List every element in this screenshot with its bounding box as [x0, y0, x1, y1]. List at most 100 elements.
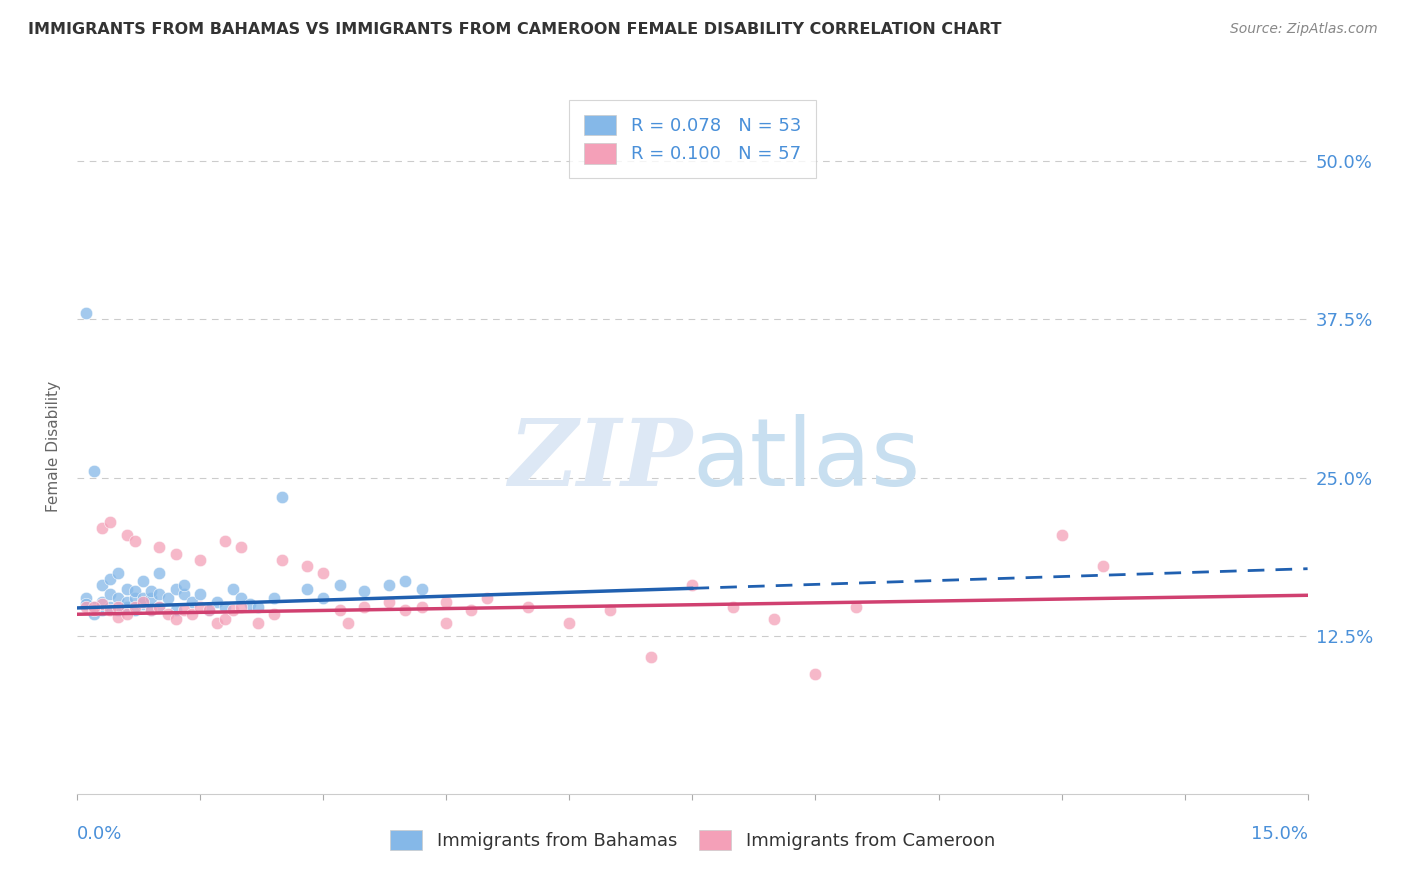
Point — [132, 594, 155, 608]
Point — [75, 591, 97, 605]
Point — [165, 603, 187, 617]
Point — [98, 572, 121, 586]
Point — [173, 587, 195, 601]
Point — [197, 603, 219, 617]
Point — [98, 599, 121, 614]
Point — [263, 591, 285, 605]
Point — [132, 597, 155, 611]
Point — [107, 603, 129, 617]
Point — [75, 597, 97, 611]
Point — [148, 587, 170, 601]
Point — [411, 599, 433, 614]
Point — [124, 584, 146, 599]
Point — [312, 566, 335, 580]
Point — [295, 559, 318, 574]
Point — [141, 603, 163, 617]
Point — [197, 603, 219, 617]
Point — [148, 540, 170, 554]
Point — [411, 582, 433, 596]
Point — [222, 603, 245, 617]
Point — [804, 666, 827, 681]
Point — [90, 597, 114, 611]
Text: ZIP: ZIP — [508, 415, 693, 505]
Point — [271, 553, 294, 567]
Point — [115, 599, 138, 614]
Point — [115, 582, 138, 596]
Point — [460, 603, 482, 617]
Point — [107, 591, 129, 605]
Point — [132, 591, 155, 605]
Point — [90, 603, 114, 617]
Point — [90, 578, 114, 592]
Point — [205, 616, 228, 631]
Point — [83, 599, 105, 614]
Point — [75, 599, 97, 614]
Point — [477, 591, 499, 605]
Point — [132, 574, 155, 589]
Text: Source: ZipAtlas.com: Source: ZipAtlas.com — [1230, 22, 1378, 37]
Point — [173, 578, 195, 592]
Point — [188, 599, 212, 614]
Point — [107, 566, 129, 580]
Point — [723, 599, 745, 614]
Point — [173, 603, 195, 617]
Point — [312, 591, 335, 605]
Point — [98, 515, 121, 529]
Point — [263, 607, 285, 622]
Point — [1050, 527, 1073, 541]
Point — [148, 599, 170, 614]
Point — [148, 599, 170, 614]
Point — [181, 607, 204, 622]
Point — [124, 599, 146, 614]
Point — [205, 594, 228, 608]
Point — [214, 612, 236, 626]
Point — [558, 616, 581, 631]
Text: atlas: atlas — [693, 414, 921, 506]
Point — [329, 578, 352, 592]
Point — [124, 603, 146, 617]
Text: 0.0%: 0.0% — [77, 825, 122, 843]
Point — [394, 574, 416, 589]
Point — [640, 650, 662, 665]
Point — [141, 584, 163, 599]
Point — [165, 582, 187, 596]
Point — [98, 587, 121, 601]
Point — [165, 547, 187, 561]
Point — [436, 594, 458, 608]
Point — [141, 591, 163, 605]
Point — [115, 527, 138, 541]
Point — [295, 582, 318, 596]
Point — [214, 599, 236, 614]
Point — [394, 603, 416, 617]
Point — [517, 599, 540, 614]
Text: 15.0%: 15.0% — [1250, 825, 1308, 843]
Point — [763, 612, 786, 626]
Point — [353, 584, 375, 599]
Point — [599, 603, 621, 617]
Point — [83, 603, 105, 617]
Point — [115, 607, 138, 622]
Point — [107, 609, 129, 624]
Point — [83, 607, 105, 622]
Point — [188, 587, 212, 601]
Point — [246, 599, 269, 614]
Point — [214, 533, 236, 548]
Point — [83, 464, 105, 478]
Point — [436, 616, 458, 631]
Legend: Immigrants from Bahamas, Immigrants from Cameroon: Immigrants from Bahamas, Immigrants from… — [375, 815, 1010, 865]
Point — [83, 599, 105, 614]
Point — [107, 599, 129, 614]
Point — [378, 578, 401, 592]
Text: IMMIGRANTS FROM BAHAMAS VS IMMIGRANTS FROM CAMEROON FEMALE DISABILITY CORRELATIO: IMMIGRANTS FROM BAHAMAS VS IMMIGRANTS FR… — [28, 22, 1001, 37]
Point — [181, 594, 204, 608]
Point — [378, 594, 401, 608]
Point — [156, 607, 179, 622]
Y-axis label: Female Disability: Female Disability — [46, 380, 62, 512]
Point — [271, 490, 294, 504]
Point — [231, 540, 253, 554]
Point — [329, 603, 352, 617]
Point — [239, 597, 262, 611]
Point — [222, 582, 245, 596]
Point — [156, 591, 179, 605]
Point — [124, 591, 146, 605]
